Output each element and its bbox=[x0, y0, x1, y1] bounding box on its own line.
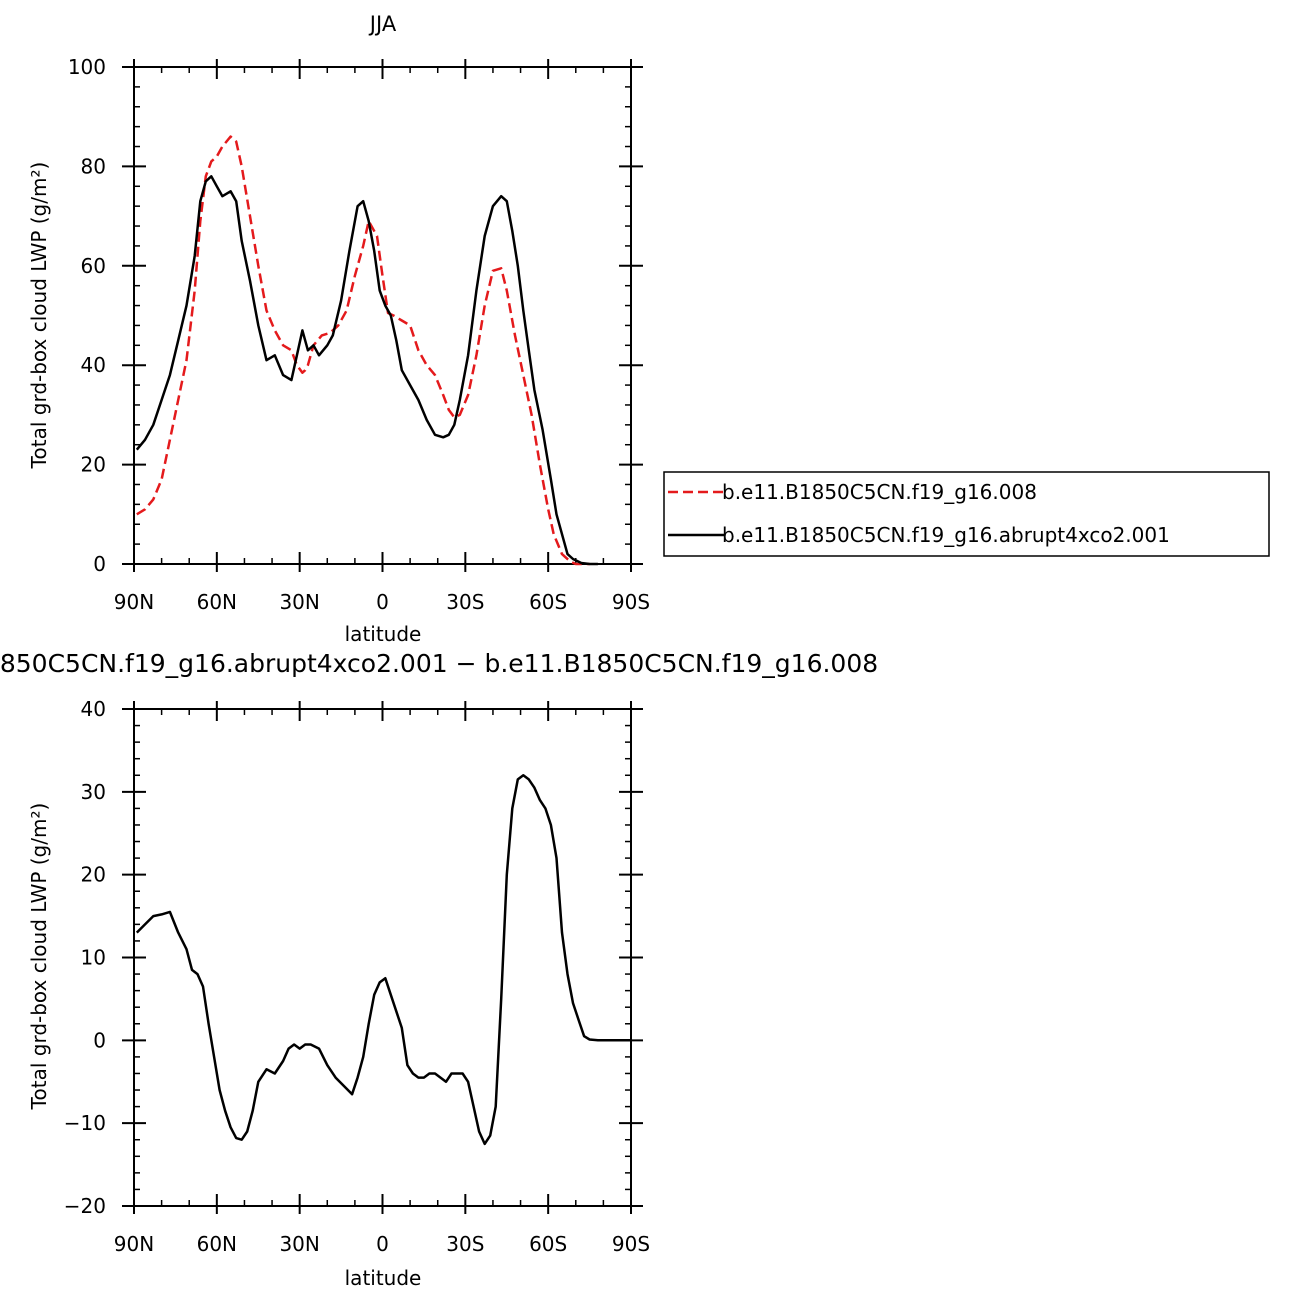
top-y-tick-label: 80 bbox=[81, 154, 106, 178]
top-x-tick-labels: 90N 60N 30N 0 30S 60S 90S bbox=[114, 590, 650, 614]
top-panel: JJA 90N 60N 30N 0 30S 60S 90S 0 20 40 60 80 100 lat… bbox=[27, 12, 650, 646]
top-series bbox=[135, 135, 598, 566]
legend-label-4xco2: b.e11.B1850C5CN.f19_g16.abrupt4xco2.001 bbox=[722, 523, 1170, 547]
top-y-axis-label: Total grd-box cloud LWP (g/m²) bbox=[27, 162, 51, 470]
bottom-x-tick-label: 0 bbox=[376, 1232, 389, 1256]
bottom-y-tick-label: 10 bbox=[81, 946, 106, 970]
bottom-y-tick-label: 0 bbox=[93, 1028, 106, 1052]
top-x-tick-label: 30N bbox=[279, 590, 319, 614]
top-series-line-1 bbox=[135, 175, 598, 566]
top-x-tick-label: 30S bbox=[446, 590, 484, 614]
bottom-x-axis-label: latitude bbox=[345, 1266, 422, 1290]
top-panel-title: JJA bbox=[368, 12, 397, 36]
top-y-tick-label: 100 bbox=[68, 55, 106, 79]
bottom-y-axis-label: Total grd-box cloud LWP (g/m²) bbox=[27, 803, 51, 1111]
bottom-plot-frame bbox=[133, 708, 632, 1207]
bottom-x-tick-label: 60S bbox=[529, 1232, 567, 1256]
top-y-tick-label: 40 bbox=[81, 353, 106, 377]
legend-box bbox=[663, 471, 1270, 557]
bottom-x-tick-label: 90S bbox=[612, 1232, 650, 1256]
legend: b.e11.B1850C5CN.f19_g16.008 b.e11.B1850C… bbox=[663, 471, 1270, 557]
bottom-y-tick-label: 30 bbox=[81, 780, 106, 804]
top-series-line-0 bbox=[136, 135, 590, 566]
top-y-tick-label: 60 bbox=[81, 254, 106, 278]
top-y-tick-label: 20 bbox=[81, 453, 106, 477]
top-y-tick-label: 0 bbox=[93, 552, 106, 576]
top-x-tick-label: 90S bbox=[612, 590, 650, 614]
top-x-tick-label: 0 bbox=[376, 590, 389, 614]
top-y-tick-labels: 0 20 40 60 80 100 bbox=[68, 55, 106, 576]
top-x-tick-label: 60N bbox=[197, 590, 237, 614]
top-plot-frame bbox=[133, 66, 632, 565]
bottom-series bbox=[135, 774, 631, 1146]
bottom-y-tick-label: −10 bbox=[64, 1111, 106, 1135]
bottom-y-tick-label: −20 bbox=[64, 1194, 106, 1218]
bottom-ticks bbox=[122, 701, 643, 1214]
bottom-x-tick-label: 30N bbox=[279, 1232, 319, 1256]
bottom-x-tick-label: 30S bbox=[446, 1232, 484, 1256]
bottom-x-tick-labels: 90N 60N 30N 0 30S 60S 90S bbox=[114, 1232, 650, 1256]
legend-label-control: b.e11.B1850C5CN.f19_g16.008 bbox=[722, 480, 1037, 504]
top-x-axis-label: latitude bbox=[345, 622, 422, 646]
top-ticks bbox=[122, 59, 643, 572]
bottom-y-tick-label: 20 bbox=[81, 863, 106, 887]
top-x-tick-label: 60S bbox=[529, 590, 567, 614]
bottom-x-tick-label: 60N bbox=[197, 1232, 237, 1256]
bottom-x-tick-label: 90N bbox=[114, 1232, 154, 1256]
bottom-y-tick-label: 40 bbox=[81, 697, 106, 721]
bottom-panel-title: b.e11.B1850C5CN.f19_g16.abrupt4xco2.001 … bbox=[0, 649, 878, 678]
bottom-series-line-0 bbox=[135, 774, 631, 1146]
bottom-panel: b.e11.B1850C5CN.f19_g16.abrupt4xco2.001 … bbox=[0, 649, 878, 1290]
top-x-tick-label: 90N bbox=[114, 590, 154, 614]
bottom-y-tick-labels: −20 −10 0 10 20 30 40 bbox=[64, 697, 106, 1218]
